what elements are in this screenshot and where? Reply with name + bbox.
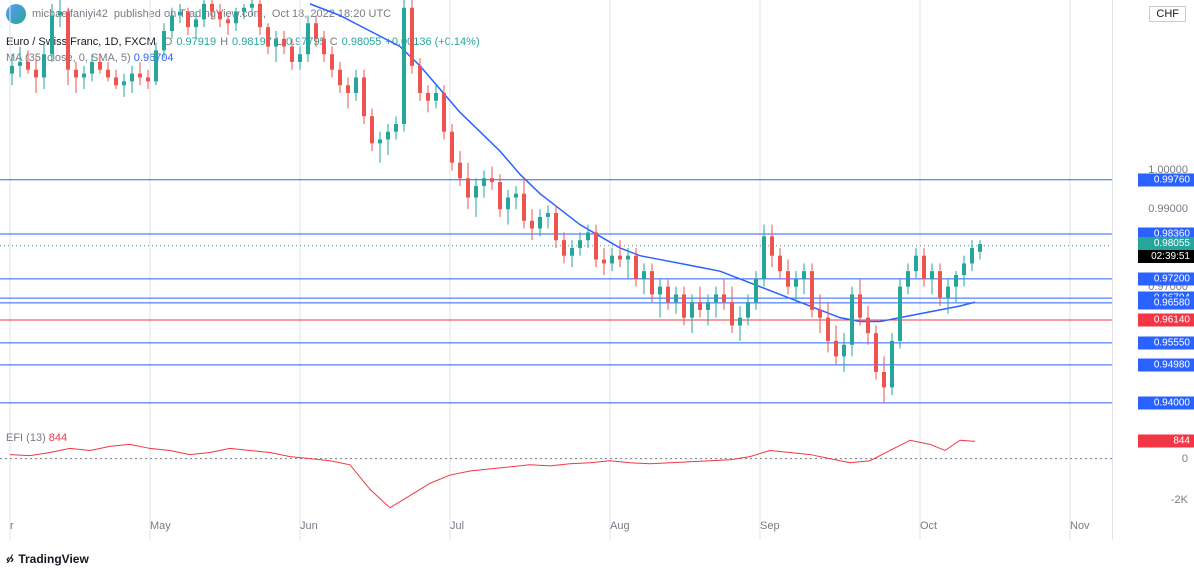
price-level: 0.96580 [1138,296,1194,309]
x-tick: May [150,520,171,532]
x-tick: Aug [610,520,630,532]
efi-chart[interactable] [0,430,1112,516]
countdown: 02:39:51 [1138,250,1194,263]
x-axis: r May Jun Jul Aug Sep Oct Nov [0,520,1112,538]
x-tick: Nov [1070,520,1090,532]
y-axis: 1.000000.990000.970000.997600.983600.972… [1112,0,1194,540]
x-tick: Oct [920,520,937,532]
price-level: 0.95550 [1138,336,1194,349]
efi-current: 844 [1138,435,1194,448]
x-tick: Jun [300,520,318,532]
x-tick: Sep [760,520,780,532]
price-level: 0.94000 [1138,396,1194,409]
y-tick: 0.99000 [1148,203,1188,215]
footer-brand: TradingView [18,552,88,566]
tradingview-icon: ‹⁄› [6,552,13,566]
current-price: 0.98055 [1138,237,1194,250]
x-tick: r [10,520,14,532]
price-level: 0.97200 [1138,272,1194,285]
price-level: 0.99760 [1138,173,1194,186]
price-level: 0.94980 [1138,358,1194,371]
price-level: 0.96140 [1138,313,1194,326]
x-tick: Jul [450,520,464,532]
efi-y-tick: 0 [1182,453,1188,465]
efi-y-tick: -2K [1171,494,1188,506]
